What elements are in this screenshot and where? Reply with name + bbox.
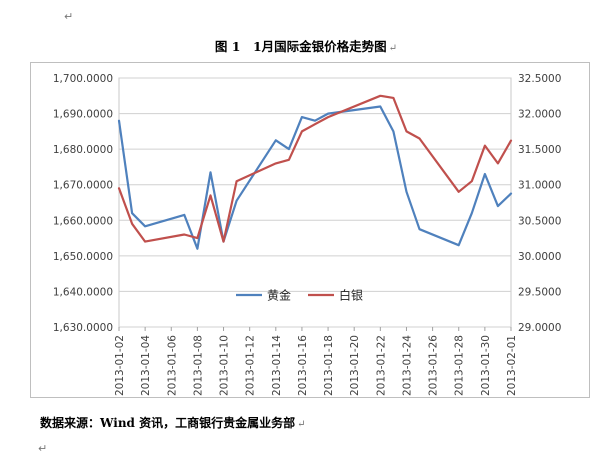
x-tick-label: 2013-01-08 xyxy=(192,335,204,396)
x-tick-label: 2013-01-14 xyxy=(271,335,283,396)
y-left-tick-label: 1,630.0000 xyxy=(53,322,113,334)
y-left-tick-label: 1,680.0000 xyxy=(53,144,113,156)
x-tick-label: 2013-01-12 xyxy=(245,335,257,396)
x-tick-label: 2013-01-02 xyxy=(114,335,126,396)
legend-label: 黄金 xyxy=(267,288,291,303)
y-right-tick-label: 29.5000 xyxy=(518,286,561,298)
x-tick-label: 2013-01-24 xyxy=(401,335,413,396)
x-tick-label: 2013-01-22 xyxy=(375,335,387,396)
paragraph-mark: ↵ xyxy=(38,442,48,455)
chart-caption: 图 1 1月国际金银价格走势图 ↵ xyxy=(0,36,612,55)
x-tick-label: 2013-01-16 xyxy=(297,335,309,396)
x-tick-label: 2013-01-20 xyxy=(349,335,361,396)
paragraph-mark: ↵ xyxy=(297,419,306,430)
y-left-tick-label: 1,640.0000 xyxy=(53,286,113,298)
y-left-tick-label: 1,670.0000 xyxy=(53,180,113,192)
paragraph-mark: ↵ xyxy=(388,43,398,54)
line-chart: 1,630.0000 1,640.0000 1,650.0000 1,660.0000… xyxy=(53,73,562,396)
legend-label: 白银 xyxy=(339,288,363,303)
chart-area: 1,630.0000 1,640.0000 1,650.0000 1,660.0000… xyxy=(30,62,590,398)
x-tick-label: 2013-01-04 xyxy=(140,335,152,396)
x-tick-label: 2013-01-10 xyxy=(219,335,231,396)
y-left-tick-label: 1,660.0000 xyxy=(53,215,113,227)
x-tick-label: 2013-01-18 xyxy=(323,335,335,396)
x-tick-label: 2013-01-28 xyxy=(454,335,466,396)
y-left-tick-label: 1,650.0000 xyxy=(53,251,113,263)
y-right-tick-label: 29.0000 xyxy=(518,322,561,334)
y-right-tick-label: 31.5000 xyxy=(518,144,561,156)
series-line-right xyxy=(117,94,513,243)
y-left-tick-label: 1,700.0000 xyxy=(53,73,113,85)
y-right-tick-label: 30.0000 xyxy=(518,251,561,263)
source-note: 数据来源：Wind 资讯，工商银行贵金属业务部 ↵ xyxy=(40,414,306,431)
x-tick-label: 2013-02-01 xyxy=(506,335,518,396)
y-left-tick-label: 1,690.0000 xyxy=(53,109,113,121)
paragraph-mark: ↵ xyxy=(64,10,74,23)
source-text: 数据来源：Wind 资讯，工商银行贵金属业务部 xyxy=(40,416,296,430)
plot-area-border xyxy=(118,77,512,328)
y-right-tick-label: 32.0000 xyxy=(518,109,561,121)
x-tick-label: 2013-01-30 xyxy=(480,335,492,396)
series-line-left xyxy=(117,105,513,250)
x-tick-label: 2013-01-06 xyxy=(166,335,178,396)
caption-text: 图 1 1月国际金银价格走势图 xyxy=(214,39,387,54)
y-right-tick-label: 30.5000 xyxy=(518,215,561,227)
x-tick-label: 2013-01-26 xyxy=(428,335,440,396)
y-right-tick-label: 31.0000 xyxy=(518,180,561,192)
y-right-tick-label: 32.5000 xyxy=(518,73,561,85)
